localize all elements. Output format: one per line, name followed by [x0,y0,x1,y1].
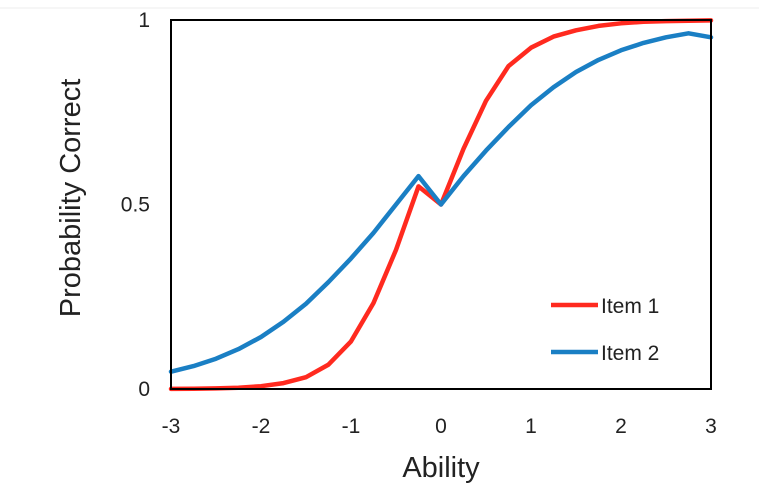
legend-label-item-2: Item 2 [601,342,659,365]
y-tick-label: 1 [138,9,150,32]
x-axis-title: Ability [402,452,480,484]
plot-area [168,18,714,392]
x-tick-label: -2 [252,415,271,438]
y-axis-title: Probability Correct [55,79,87,318]
x-tick-label: 3 [705,415,717,438]
x-tick-label: 0 [435,415,447,438]
plot-frame [170,19,712,390]
x-tick-label: 1 [525,415,537,438]
series-line-item-2 [168,31,714,374]
legend-label-item-1: Item 1 [601,295,659,318]
x-tick-label: -3 [162,415,181,438]
y-tick-label: 0 [138,378,150,401]
y-tick-label: 0.5 [121,194,150,217]
x-tick-label: -1 [342,415,361,438]
legend: Item 1 Item 2 [551,295,659,365]
x-tick-label: 2 [615,415,627,438]
axis-ticks: -3 -2 -1 0 1 2 3 0 0.5 1 [121,9,717,438]
